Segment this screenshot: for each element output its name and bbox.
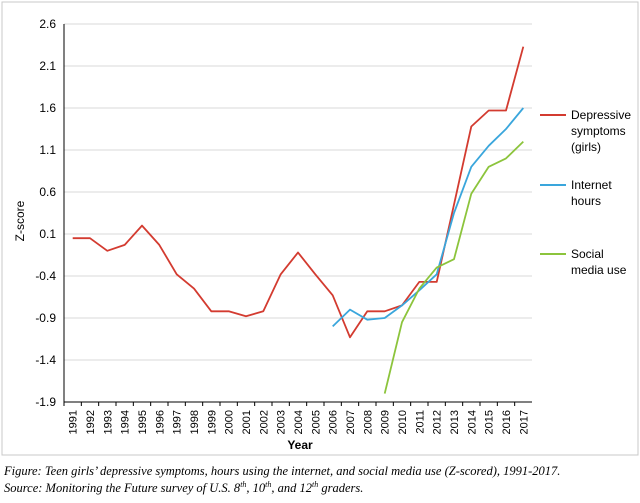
y-tick-label: 2.1: [39, 59, 56, 73]
legend-label-0: (girls): [571, 140, 601, 154]
legend-label-0: symptoms: [571, 124, 626, 138]
x-tick-label: 2014: [466, 410, 478, 434]
x-tick-label: 1994: [120, 410, 132, 434]
x-tick-label: 2012: [432, 410, 444, 434]
x-tick-label: 2005: [310, 410, 322, 434]
x-tick-label: 2002: [258, 410, 270, 434]
y-tick-label: -0.9: [35, 311, 56, 325]
x-tick-label: 2017: [518, 410, 530, 434]
x-tick-label: 2015: [484, 410, 496, 434]
x-tick-label: 2011: [414, 410, 426, 434]
y-tick-labels: 2.6 2.1 1.6 1.1 0.6 0.1 -0.4 -0.9 -1.4 -1.9: [35, 17, 56, 409]
source-text-3: , and 12: [271, 481, 313, 495]
y-tick-label: -0.4: [35, 269, 56, 283]
source-text-1: Source: Monitoring the Future survey of …: [4, 481, 241, 495]
x-tick-label: 2007: [345, 410, 357, 434]
x-tick-label: 2016: [501, 410, 513, 434]
x-tick-label: 1996: [154, 410, 166, 434]
y-tick-label: 0.6: [39, 185, 56, 199]
series-line-1: [332, 107, 524, 328]
ordinal-suffix-8th: th: [240, 479, 247, 489]
x-tick-label: 2004: [293, 410, 305, 434]
y-tick-label: -1.4: [35, 353, 56, 367]
source-text-2: , 10: [246, 481, 266, 495]
x-tick-label: 2006: [328, 410, 340, 434]
y-tick-label: 0.1: [39, 227, 56, 241]
x-axis-label: Year: [287, 438, 313, 452]
x-tick-labels: 1991 1992 1993 1994 1995 1996 1997 1998 1999 2000…: [68, 410, 531, 434]
legend-label-0: Depressive: [571, 108, 631, 122]
x-tick-label: 2008: [362, 410, 374, 434]
ordinal-suffix-10th: th: [265, 479, 272, 489]
x-tick-label: 1991: [68, 410, 80, 434]
source-text-4: graders.: [318, 481, 364, 495]
legend-label-2: media use: [571, 263, 627, 277]
y-tick-label: 1.1: [39, 143, 56, 157]
x-tick-label: 1997: [172, 410, 184, 434]
x-tick-label: 1998: [189, 410, 201, 434]
x-tick-label: 2000: [224, 410, 236, 434]
ordinal-suffix-12th: th: [312, 479, 319, 489]
x-tick-label: 1999: [206, 410, 218, 434]
series-line-2: [383, 140, 524, 394]
y-tick-label: 1.6: [39, 101, 56, 115]
x-tick-label: 1992: [85, 410, 97, 434]
y-axis-label: Z-score: [13, 200, 27, 241]
figure-caption: Figure: Teen girls’ depressive symptoms,…: [4, 464, 561, 478]
x-tick-label: 2010: [397, 410, 409, 434]
x-tick-label: 1993: [102, 410, 114, 434]
series-lines: [72, 46, 525, 394]
x-tick-label: 1995: [137, 410, 149, 434]
chart-border: [1, 1, 639, 456]
gridlines: [64, 23, 532, 403]
source-caption: Source: Monitoring the Future survey of …: [4, 479, 364, 496]
y-tick-label: -1.9: [35, 395, 56, 409]
x-tick-label: 2003: [276, 410, 288, 434]
legend-label-2: Social: [571, 247, 604, 261]
legend-label-1: hours: [571, 194, 601, 208]
x-tick-label: 2009: [380, 410, 392, 434]
legend-label-1: Internet: [571, 178, 612, 192]
chart-frame: 2.62.11.61.10.60.1-0.4-0.9-1.4-1.9 1991 1…: [1, 1, 639, 456]
y-tick-label: 2.6: [39, 17, 56, 31]
x-tick-label: 2001: [241, 410, 253, 434]
axes: [63, 24, 532, 406]
legend: Depressive symptoms (girls) Internet hours So…: [540, 108, 631, 277]
x-tick-label: 2013: [449, 410, 461, 434]
